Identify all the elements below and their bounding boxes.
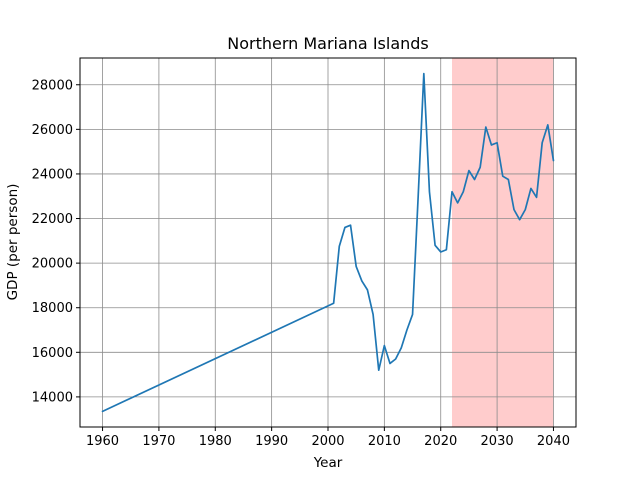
y-tick-label: 16000 [32, 346, 73, 361]
x-tick-label: 2010 [368, 434, 401, 449]
x-tick-label: 2000 [311, 434, 344, 449]
x-tick-label: 1990 [255, 434, 288, 449]
y-tick-label: 28000 [32, 78, 73, 93]
y-tick-label: 22000 [32, 212, 73, 227]
x-tick-label: 2030 [481, 434, 514, 449]
y-axis-label: GDP (per person) [5, 184, 21, 301]
highlight-band [452, 58, 554, 427]
x-axis-label: Year [313, 455, 343, 471]
x-tick-label: 1960 [86, 434, 119, 449]
chart-title: Northern Mariana Islands [227, 34, 429, 53]
y-tick-label: 14000 [32, 390, 73, 405]
y-tick-label: 18000 [32, 301, 73, 316]
x-tick-label: 1980 [199, 434, 232, 449]
y-tick-label: 24000 [32, 167, 73, 182]
x-tick-label: 1970 [142, 434, 175, 449]
series-line [101, 72, 555, 413]
x-tick-label: 2040 [537, 434, 570, 449]
y-tick-label: 26000 [32, 123, 73, 138]
plot-area: 1960 1970 1980 1990 2000 2010 2020 2030 2040 1400… [32, 57, 577, 449]
x-tick-label: 2020 [424, 434, 457, 449]
y-tick-label: 20000 [32, 257, 73, 272]
